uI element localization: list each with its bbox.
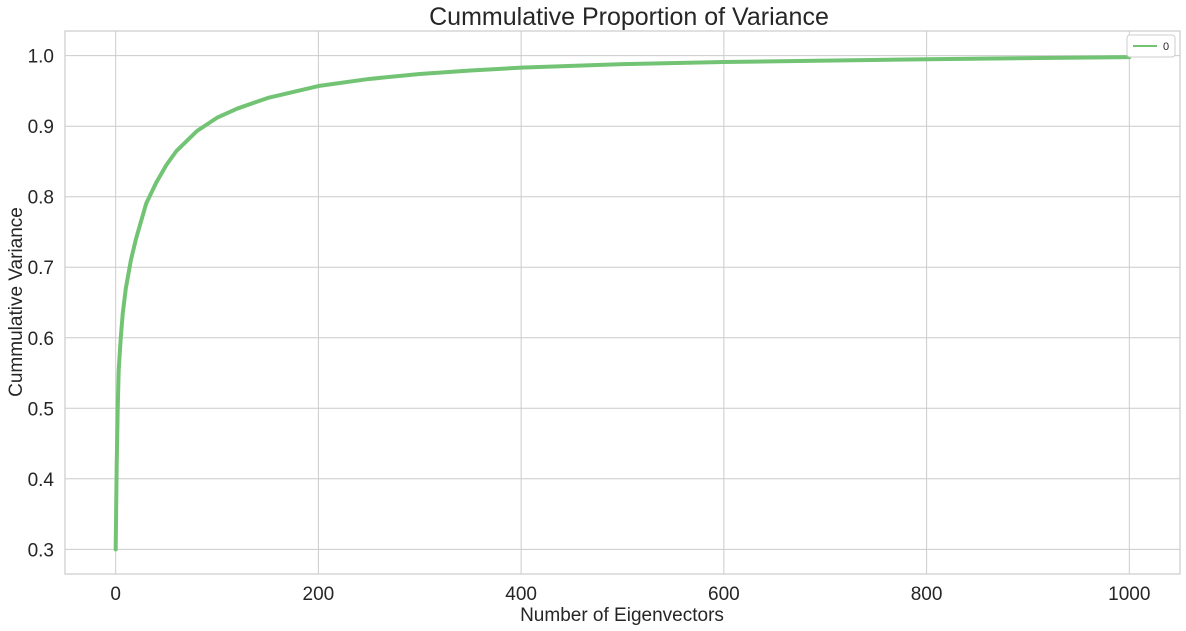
y-tick-label: 0.3 bbox=[28, 540, 54, 561]
y-tick-label: 0.9 bbox=[28, 117, 54, 138]
y-axis-label: Cummulative Variance bbox=[6, 207, 27, 397]
x-tick-label: 1000 bbox=[1108, 584, 1150, 605]
legend-entry-label: 0 bbox=[1163, 41, 1169, 53]
x-tick-label: 600 bbox=[708, 584, 740, 605]
x-tick-label: 800 bbox=[911, 584, 943, 605]
y-tick-label: 0.8 bbox=[28, 188, 54, 209]
y-tick-label: 0.4 bbox=[28, 470, 55, 491]
y-tick-labels: 0.3 0.4 0.5 0.6 0.7 0.8 0.9 1.0 bbox=[28, 47, 55, 562]
y-tick-label: 1.0 bbox=[28, 47, 54, 68]
x-axis-label: Number of Eigenvectors bbox=[520, 605, 724, 626]
x-tick-label: 0 bbox=[110, 584, 121, 605]
x-tick-label: 200 bbox=[303, 584, 335, 605]
y-tick-label: 0.7 bbox=[28, 258, 54, 279]
plot-frame bbox=[64, 30, 1181, 575]
x-tick-labels: 0 200 400 600 800 1000 bbox=[110, 584, 1150, 605]
y-tick-label: 0.6 bbox=[28, 329, 54, 350]
series-line-0 bbox=[113, 55, 1132, 552]
series-layer bbox=[113, 55, 1132, 552]
y-tick-label: 0.5 bbox=[28, 399, 54, 420]
legend: 0 bbox=[1126, 34, 1176, 58]
x-tick-label: 400 bbox=[505, 584, 537, 605]
grid-lines bbox=[65, 31, 1180, 574]
chart-title: Cummulative Proportion of Variance bbox=[429, 3, 829, 31]
